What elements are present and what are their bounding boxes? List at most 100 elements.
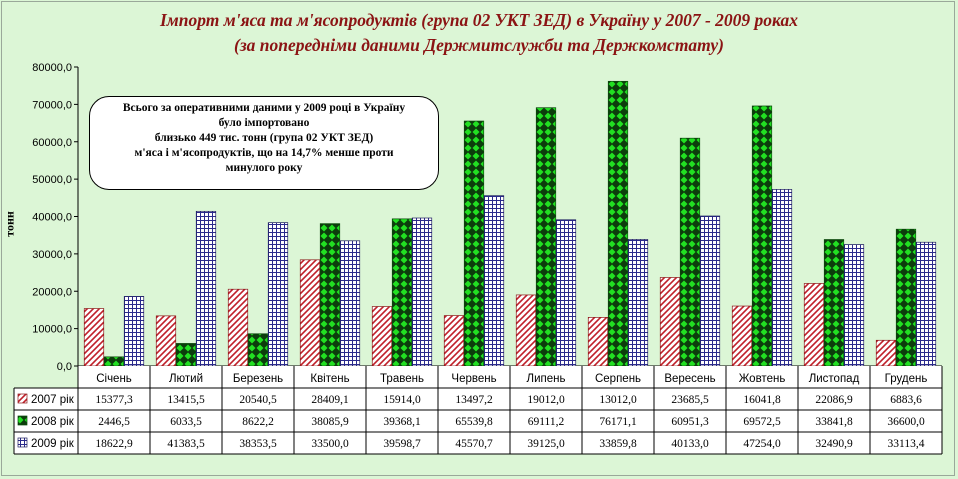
annotation-line: м'яса і м'ясопродуктів, що на 14,7% менш… <box>134 147 394 159</box>
data-label: 13415,5 <box>167 394 205 406</box>
bar-2008-8 <box>607 80 629 367</box>
category-label: Березень <box>233 373 283 385</box>
bar-2007-12 <box>875 339 897 367</box>
y-tick-label: 40000,0 <box>32 212 72 224</box>
data-label: 23685,5 <box>671 394 709 406</box>
bar-2008-10 <box>751 105 773 367</box>
data-label: 20540,5 <box>239 394 277 406</box>
data-label: 15377,3 <box>95 394 133 406</box>
category-label: Червень <box>451 373 496 385</box>
category-label: Липень <box>527 373 566 385</box>
chart-title: Імпорт м'яса та м'ясопродуктів (група 02… <box>0 8 958 58</box>
data-label: 8622,2 <box>242 416 274 428</box>
chart-title-line2: (за попередніми даними Держмитслужби та … <box>234 35 724 55</box>
bar-2009-3 <box>267 222 289 367</box>
bar-2008-7 <box>535 107 557 367</box>
data-label: 38085,9 <box>311 416 349 428</box>
annotation-box: Всього за оперативними даними у 2009 роц… <box>89 96 439 190</box>
bar-2008-11 <box>823 239 845 367</box>
bar-2009-11 <box>843 244 865 367</box>
bar-2009-5 <box>411 217 433 367</box>
data-label: 38353,5 <box>239 438 277 450</box>
bar-2007-10 <box>731 305 753 367</box>
annotation-line: минулого року <box>225 162 303 174</box>
data-label: 15914,0 <box>383 394 421 406</box>
bar-2009-8 <box>627 239 649 367</box>
data-label: 16041,8 <box>743 394 781 406</box>
y-tick-label: 80000,0 <box>32 62 72 74</box>
data-label: 19012,0 <box>527 394 565 406</box>
bar-2007-11 <box>803 283 825 367</box>
data-label: 39368,1 <box>383 416 421 428</box>
bar-2009-12 <box>915 241 937 367</box>
data-label: 22086,9 <box>815 394 853 406</box>
bar-2007-3 <box>227 288 249 367</box>
legend-entry: 2008 рік <box>31 416 75 428</box>
data-label: 41383,5 <box>167 438 205 450</box>
y-tick-label: 30000,0 <box>32 249 72 261</box>
data-label: 33859,8 <box>599 438 637 450</box>
category-label: Січень <box>96 373 132 385</box>
bar-2008-3 <box>247 333 269 367</box>
category-label: Листопад <box>809 373 860 385</box>
y-tick-label: 10000,0 <box>32 324 72 336</box>
bar-2007-1 <box>83 308 105 367</box>
bar-2009-6 <box>483 195 505 367</box>
data-label: 65539,8 <box>455 416 493 428</box>
bar-2009-4 <box>339 240 361 367</box>
bar-2008-2 <box>175 343 197 367</box>
legend-entry: 2009 рік <box>31 438 75 450</box>
bar-2009-1 <box>123 296 145 367</box>
bar-2007-4 <box>299 259 321 367</box>
bar-2007-5 <box>371 306 393 367</box>
category-label: Квітень <box>310 373 349 385</box>
bar-2008-1 <box>103 356 125 367</box>
data-label: 6033,5 <box>170 416 202 428</box>
data-label: 32490,9 <box>815 438 853 450</box>
bar-2007-6 <box>443 315 465 367</box>
data-label: 33841,8 <box>815 416 853 428</box>
bar-2008-4 <box>319 223 341 367</box>
data-label: 76171,1 <box>599 416 637 428</box>
chart-title-line1: Імпорт м'яса та м'ясопродуктів (група 02… <box>159 10 798 30</box>
legend-entry: 2007 рік <box>31 394 75 406</box>
data-label: 18622,9 <box>95 438 133 450</box>
category-label: Серпень <box>595 373 641 385</box>
annotation-line: близько 449 тис. тонн (група 02 УКТ ЗЕД) <box>154 132 374 144</box>
data-label: 69111,2 <box>528 416 565 428</box>
legend-swatch-2007 <box>17 393 28 404</box>
bar-2007-9 <box>659 277 681 367</box>
bar-2009-2 <box>195 210 217 367</box>
bar-2008-9 <box>679 137 701 367</box>
bar-2007-2 <box>155 315 177 367</box>
bar-2007-7 <box>515 294 537 367</box>
data-label: 39125,0 <box>527 438 565 450</box>
bar-2008-6 <box>463 120 485 367</box>
data-label: 60951,3 <box>671 416 709 428</box>
data-label: 13497,2 <box>455 394 493 406</box>
data-label: 69572,5 <box>743 416 781 428</box>
bar-2009-9 <box>699 215 721 367</box>
category-label: Лютий <box>169 373 203 385</box>
data-label: 33500,0 <box>311 438 349 450</box>
data-label: 2446,5 <box>98 416 130 428</box>
category-label: Жовтень <box>739 373 786 385</box>
bar-2009-10 <box>771 189 793 367</box>
annotation-line: Всього за оперативними даними у 2009 роц… <box>122 102 406 114</box>
legend-swatch-2008 <box>17 415 28 426</box>
bar-2008-12 <box>895 228 917 367</box>
bar-2008-5 <box>391 218 413 367</box>
data-label: 47254,0 <box>743 438 781 450</box>
data-label: 45570,7 <box>455 438 493 450</box>
data-label: 6883,6 <box>890 394 922 406</box>
table-body-bg <box>14 388 942 454</box>
y-tick-label: 70000,0 <box>32 99 72 111</box>
annotation-line: було імпортовано <box>218 117 310 129</box>
legend-swatch-2009 <box>17 437 28 448</box>
category-label: Грудень <box>885 373 928 385</box>
data-label: 36600,0 <box>887 416 925 428</box>
bar-2007-8 <box>587 317 609 367</box>
y-tick-label: 50000,0 <box>32 174 72 186</box>
